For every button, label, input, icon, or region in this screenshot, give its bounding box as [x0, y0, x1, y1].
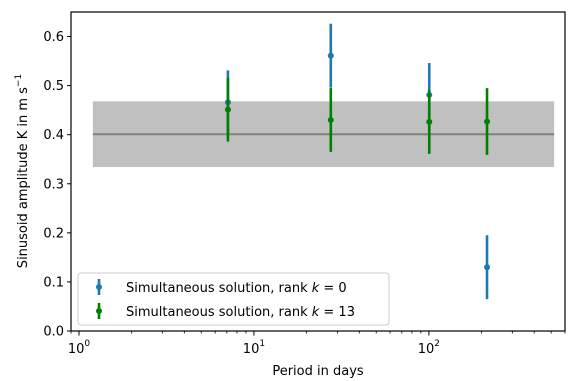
- data-point: [327, 52, 334, 59]
- x-tick-base: 10: [243, 342, 260, 357]
- x-tick-label: 102: [418, 339, 440, 357]
- data-point: [426, 118, 433, 125]
- legend-label-suffix: = 13: [319, 305, 355, 320]
- data-point: [484, 264, 491, 271]
- y-axis-label-main: Sinusoid amplitude K in m s: [16, 87, 31, 268]
- y-tick-label: 0.3: [43, 177, 64, 192]
- legend-label-var: k: [312, 281, 320, 296]
- plot-frame: [70, 11, 566, 332]
- x-tick-label: 101: [243, 339, 265, 357]
- legend-entries: Simultaneous solution, rank k = 0Simulta…: [96, 279, 355, 320]
- data-point: [484, 118, 491, 125]
- series-1: [224, 77, 491, 155]
- y-tick-label: 0.2: [43, 226, 64, 241]
- y-tick-label: 0.4: [43, 128, 64, 143]
- y-axis-label-sup: −1: [14, 74, 24, 87]
- data-point: [327, 116, 334, 123]
- x-tick-exponent: 2: [434, 339, 440, 349]
- legend: Simultaneous solution, rank k = 0Simulta…: [77, 272, 390, 326]
- legend-label-var: k: [312, 305, 320, 320]
- legend-marker: [96, 284, 102, 290]
- x-tick-base: 10: [68, 342, 85, 357]
- x-axis-label: Period in days: [272, 364, 364, 379]
- legend-entry-1: Simultaneous solution, rank k = 13: [96, 303, 355, 320]
- y-tick-label: 0.6: [43, 30, 64, 45]
- legend-marker: [96, 308, 102, 314]
- data-point: [224, 106, 231, 113]
- y-axis-label: Sinusoid amplitude K in m s−1: [14, 74, 31, 268]
- x-tick-exponent: 1: [259, 339, 265, 349]
- legend-label-prefix: Simultaneous solution, rank: [126, 305, 312, 320]
- legend-label: Simultaneous solution, rank k = 13: [126, 305, 355, 320]
- y-tick-label: 0.0: [43, 325, 64, 340]
- legend-label-prefix: Simultaneous solution, rank: [126, 281, 312, 296]
- legend-box: [77, 272, 390, 326]
- y-tick-label: 0.5: [43, 79, 64, 94]
- x-tick-exponent: 0: [84, 339, 90, 349]
- legend-label: Simultaneous solution, rank k = 0: [126, 281, 347, 296]
- data-layer: [224, 23, 491, 300]
- x-tick-base: 10: [418, 342, 435, 357]
- x-tick-label: 100: [68, 339, 91, 357]
- reference-band-layer: [92, 101, 555, 168]
- legend-label-suffix: = 0: [319, 281, 346, 296]
- y-tick-label: 0.1: [43, 275, 64, 290]
- legend-entry-0: Simultaneous solution, rank k = 0: [96, 279, 347, 296]
